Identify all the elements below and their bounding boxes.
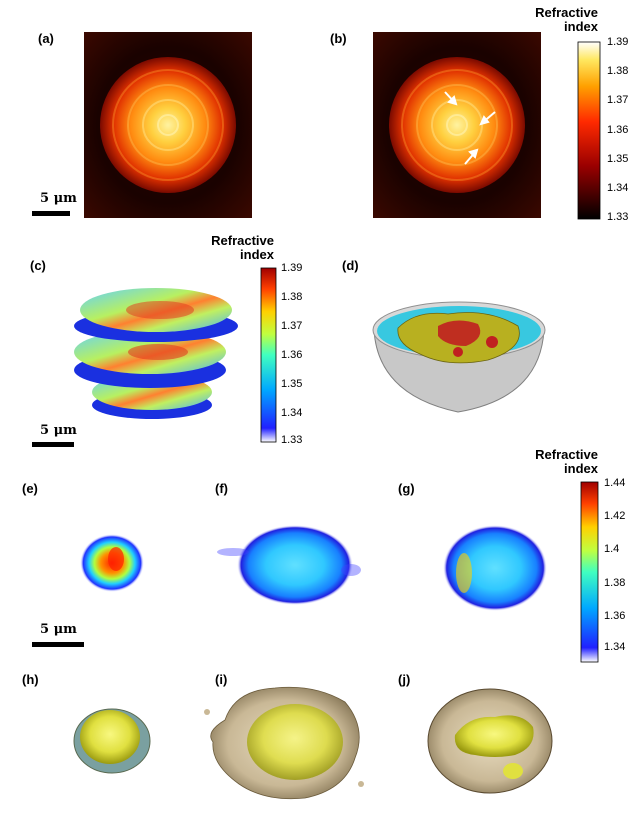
arrow-icon — [444, 91, 458, 106]
tick-label: 1.36 — [281, 349, 303, 361]
tick-label: 1.38 — [604, 577, 626, 589]
colorbar-bottom-title-line2: index — [564, 461, 598, 476]
panel-label-e: (e) — [22, 481, 38, 496]
colorbar-mid-title: Refractive index — [196, 234, 274, 262]
tick-label: 1.39 — [281, 262, 303, 274]
panel-h-image — [73, 708, 151, 774]
colorbar-bottom-title-line1: Refractive — [535, 447, 598, 462]
colorbar-mid-title-line1: Refractive — [211, 233, 274, 248]
colorbar-mid — [260, 267, 277, 443]
scale-label-e: 5 μm — [40, 622, 77, 637]
panel-c-image — [74, 288, 238, 419]
tick-label: 1.38 — [281, 291, 303, 303]
tick-label: 1.37 — [607, 94, 629, 106]
tick-label: 1.34 — [607, 182, 629, 194]
arrow-icon — [464, 148, 479, 165]
tick-label: 1.35 — [281, 378, 303, 390]
panel-f-image — [217, 525, 361, 605]
panel-label-d: (d) — [342, 258, 359, 273]
scale-bar-a — [32, 211, 70, 216]
panel-i-image — [204, 686, 364, 800]
tick-label: 1.39 — [607, 36, 629, 48]
panel-label-a: (a) — [38, 31, 54, 46]
arrow-icon — [479, 111, 496, 126]
tick-label: 1.36 — [607, 124, 629, 136]
scale-label-a: 5 μm — [40, 191, 77, 206]
tick-label: 1.33 — [607, 211, 629, 223]
tick-label: 1.34 — [281, 407, 303, 419]
tick-label: 1.44 — [604, 477, 626, 489]
panel-b-image — [373, 32, 541, 218]
tick-label: 1.34 — [604, 641, 626, 653]
panel-label-b: (b) — [330, 31, 347, 46]
panel-g-image — [443, 525, 547, 611]
tick-label: 1.33 — [281, 434, 303, 446]
panel-j-image — [427, 688, 553, 794]
tick-label: 1.36 — [604, 610, 626, 622]
panel-e-image — [80, 534, 144, 592]
panel-a-image — [84, 32, 252, 218]
panel-label-g: (g) — [398, 481, 415, 496]
colorbar-top-title-line1: Refractive — [535, 5, 598, 20]
tick-label: 1.42 — [604, 510, 626, 522]
panel-label-j: (j) — [398, 672, 411, 687]
scale-bar-c — [32, 442, 74, 447]
tick-label: 1.38 — [607, 65, 629, 77]
colorbar-top — [577, 41, 601, 220]
scale-label-c: 5 μm — [40, 423, 77, 438]
tick-label: 1.37 — [281, 320, 303, 332]
scale-bar-e — [32, 642, 84, 647]
panel-label-i: (i) — [215, 672, 228, 687]
colorbar-top-title: Refractive index — [520, 6, 598, 34]
colorbar-bottom-title: Refractive index — [520, 448, 598, 476]
colorbar-bottom — [580, 481, 599, 663]
colorbar-mid-title-line2: index — [240, 247, 274, 262]
panel-label-h: (h) — [22, 672, 39, 687]
tick-label: 1.35 — [607, 153, 629, 165]
tick-label: 1.4 — [604, 543, 620, 555]
panel-d-image — [372, 301, 546, 413]
colorbar-top-title-line2: index — [564, 19, 598, 34]
panel-label-f: (f) — [215, 481, 228, 496]
panel-label-c: (c) — [30, 258, 46, 273]
